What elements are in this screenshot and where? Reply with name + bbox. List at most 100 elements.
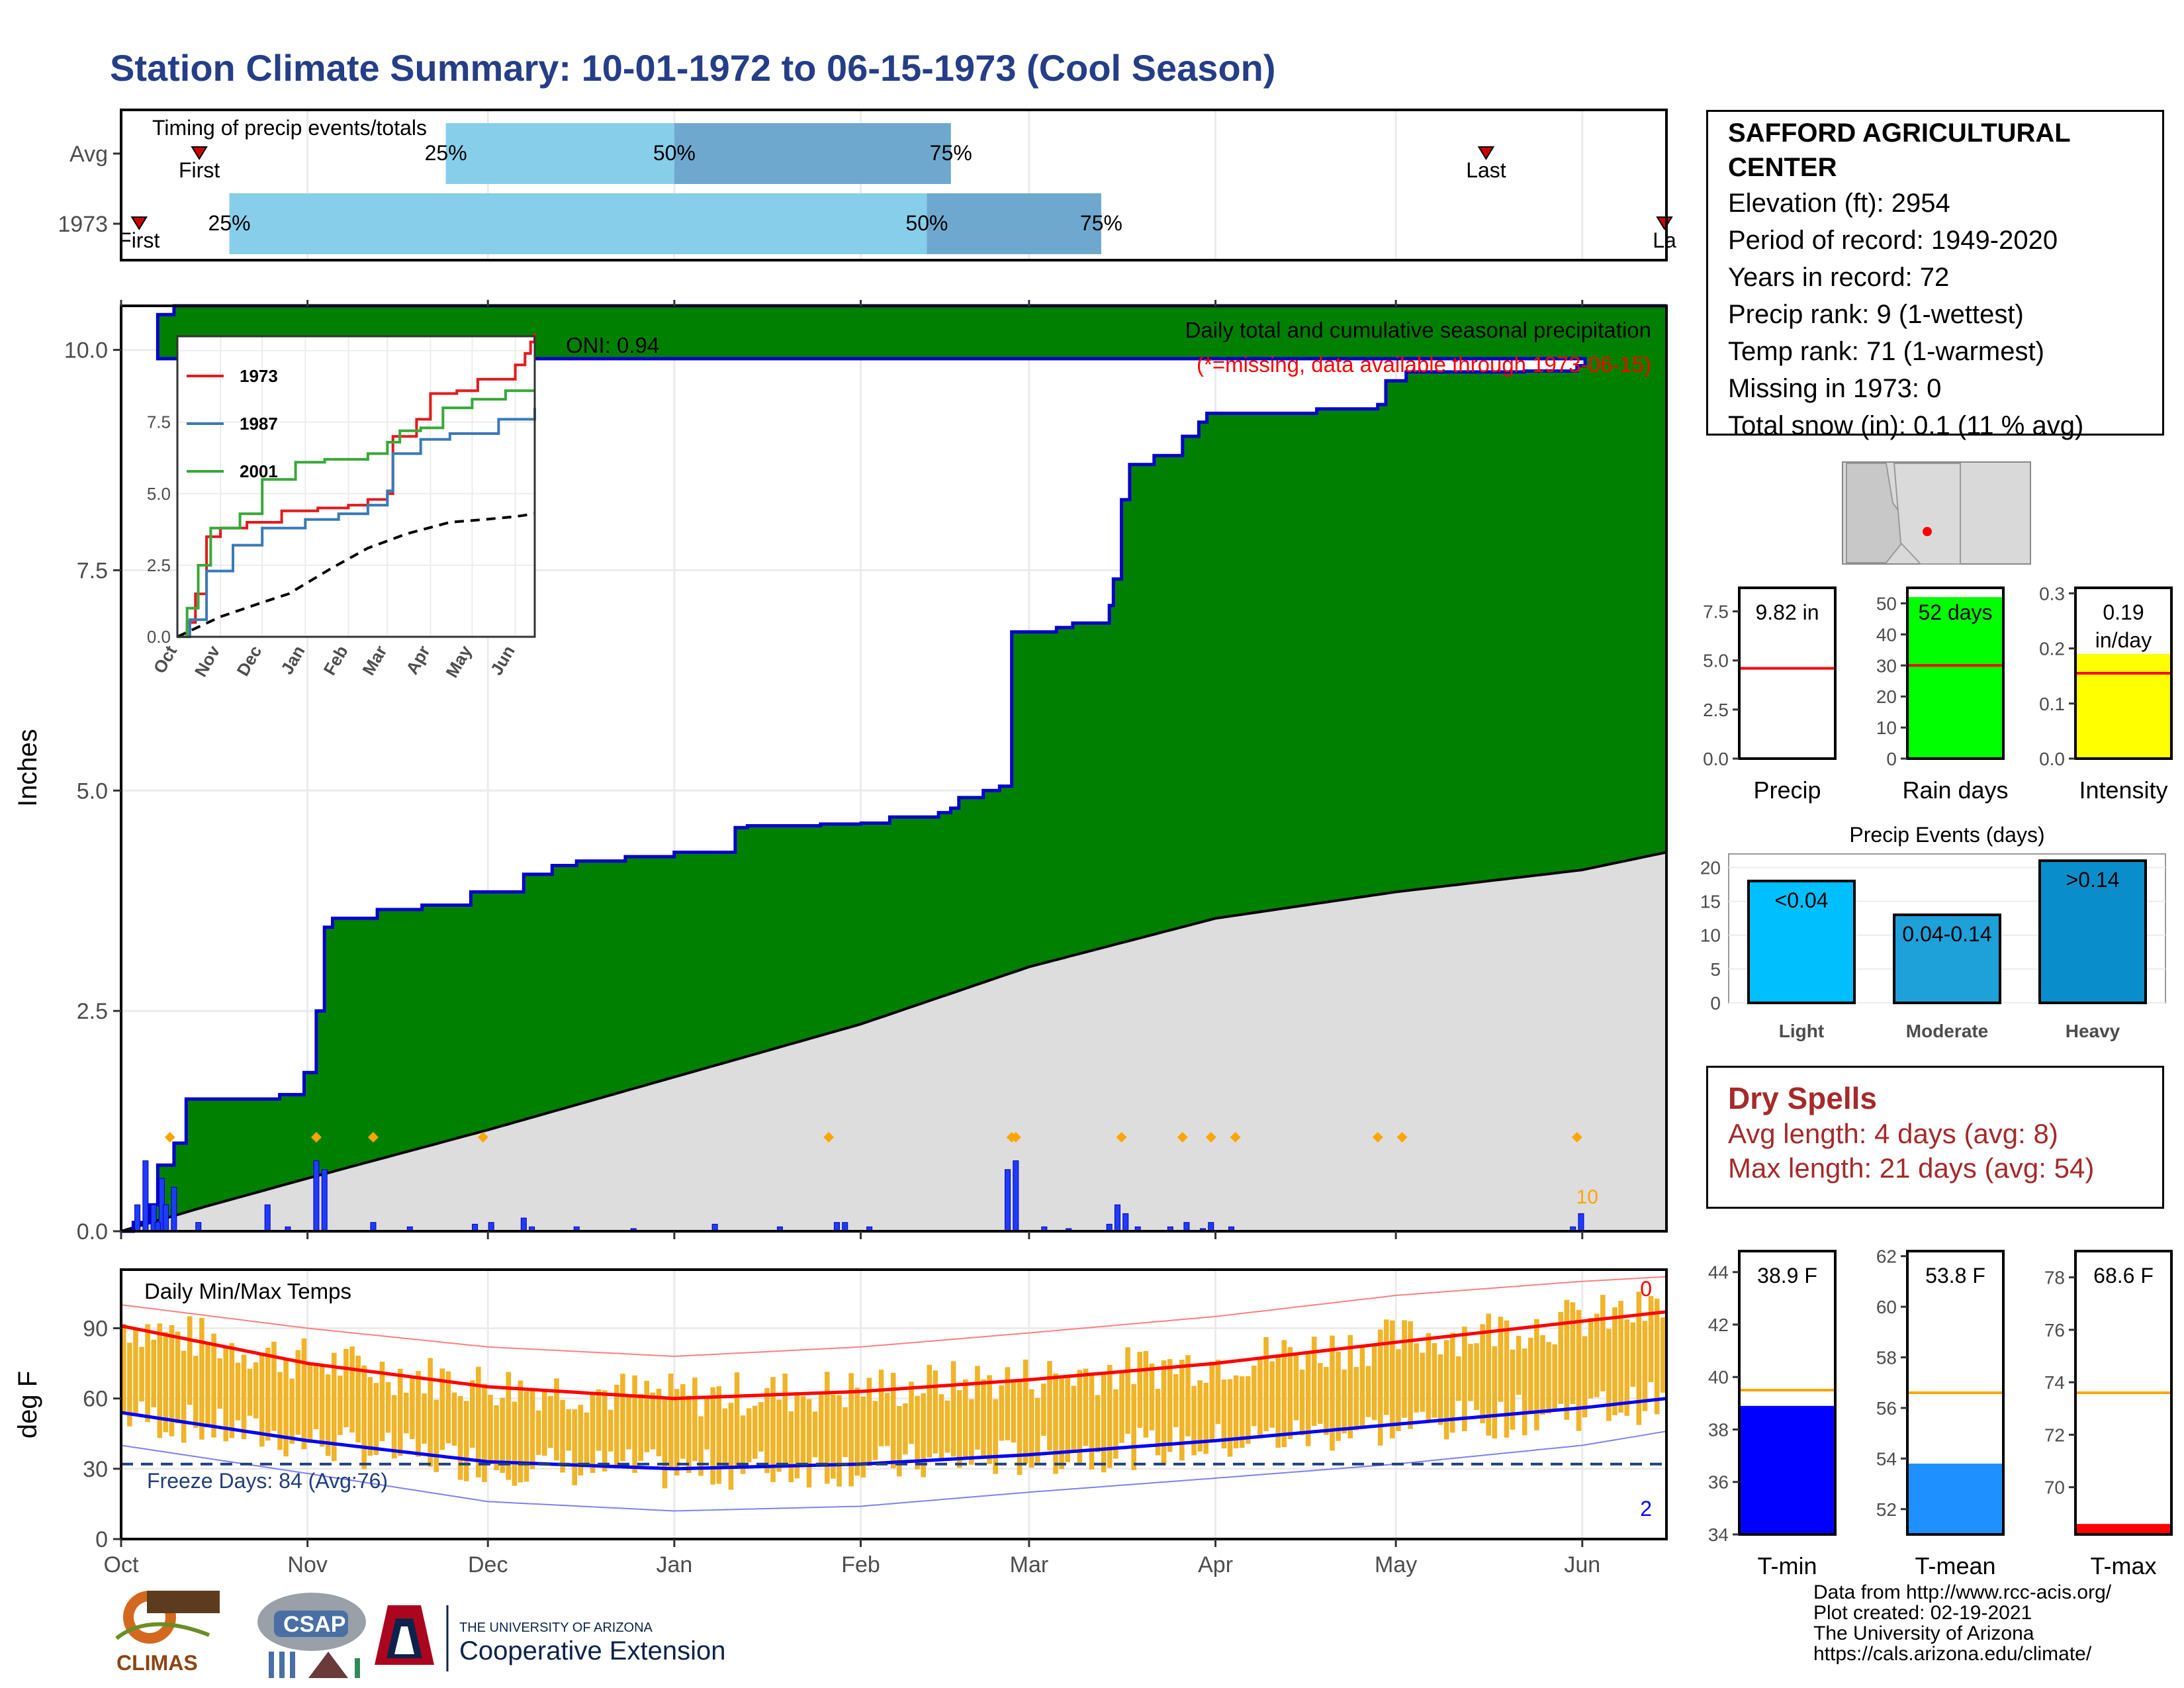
daily-temp-bar: [271, 1341, 277, 1431]
temp-plot-frame: [120, 1268, 1668, 1540]
daily-temp-bar: [650, 1392, 656, 1450]
timing-first-marker: [191, 146, 208, 160]
daily-temp-bar: [548, 1395, 553, 1448]
daily-temp-bar: [1420, 1352, 1426, 1412]
daily-temp-bar: [1041, 1383, 1046, 1436]
daily-temp-bar: [127, 1342, 132, 1427]
tmean-y-tick-label: 58: [1876, 1348, 1897, 1368]
daily-temp-bar: [740, 1415, 746, 1474]
ua-line1: THE UNIVERSITY OF ARIZONA: [459, 1620, 653, 1635]
daily-temp-bar: [1143, 1350, 1149, 1438]
daily-precip-bar: [1005, 1169, 1011, 1232]
timing-last-label: La: [1653, 228, 1676, 252]
inset-frame: [176, 335, 536, 638]
station-years: Years in record: 72: [1728, 263, 1950, 292]
tmax-frame: [2074, 1250, 2173, 1536]
daily-temp-bar: [710, 1387, 715, 1485]
daily-temp-bar: [379, 1362, 385, 1442]
avg-cumulative-area: [121, 852, 1666, 1231]
daily-temp-bar: [181, 1350, 187, 1443]
daily-temp-bar: [764, 1387, 770, 1474]
university-logo: THE UNIVERSITY OF ARIZONA Cooperative Ex…: [375, 1605, 725, 1671]
daily-temp-bar: [451, 1392, 457, 1446]
daily-temp-bar: [223, 1346, 229, 1442]
daily-temp-bar: [1149, 1363, 1155, 1430]
daily-temp-bar: [259, 1352, 265, 1447]
daily-temp-bar: [825, 1372, 830, 1484]
temp-y-tick-label: 0: [95, 1527, 108, 1552]
daily-temp-bar: [506, 1372, 512, 1480]
daily-temp-bar: [410, 1376, 415, 1439]
inset-y-tick-label: 2.5: [147, 555, 171, 575]
daily-temp-bar: [746, 1408, 752, 1463]
daily-temp-bar: [662, 1398, 668, 1489]
daily-precip-bar: [134, 1204, 141, 1232]
ua-line2: Cooperative Extension: [459, 1636, 725, 1665]
daily-precip-bar: [264, 1204, 271, 1232]
timing-p75-label: 75%: [930, 141, 972, 165]
daily-temp-bar: [416, 1371, 421, 1457]
daily-temp-bar: [1035, 1397, 1040, 1463]
daily-temp-bar: [608, 1409, 614, 1452]
daily-temp-bar: [981, 1379, 986, 1459]
daily-temp-bar: [1173, 1374, 1179, 1427]
daily-temp-bar: [1083, 1368, 1089, 1446]
daily-temp-bar: [157, 1323, 163, 1438]
daily-temp-bar: [1203, 1382, 1208, 1454]
daily-temp-bar: [193, 1356, 199, 1429]
daily-precip-bar: [1013, 1160, 1019, 1232]
daily-temp-bar: [1161, 1360, 1167, 1466]
timing-last-marker: [1477, 146, 1495, 160]
intensity-value-label: 0.19: [2103, 600, 2144, 624]
intensity-y-tick-label: 0.0: [2039, 749, 2065, 769]
daily-temp-bar: [1071, 1385, 1077, 1453]
temp-x-tick-label: Oct: [104, 1552, 139, 1577]
daily-temp-bar: [1437, 1354, 1443, 1425]
daily-temp-bar: [1408, 1321, 1413, 1429]
daily-temp-bar: [1209, 1362, 1215, 1442]
temp-x-tick-label: Dec: [468, 1552, 508, 1577]
precip-y-tick-label: 10.0: [64, 338, 108, 363]
daily-temp-bar: [205, 1344, 210, 1426]
tmean-value-label: 53.8 F: [1925, 1264, 1985, 1288]
daily-temp-bar: [578, 1405, 584, 1476]
rain-days-x-label: Rain days: [1902, 776, 2008, 804]
daily-temp-bar: [535, 1410, 541, 1455]
precip-y-axis-label: Inches: [13, 729, 42, 807]
credit-line: Plot created: 02-19-2021: [1813, 1602, 2032, 1624]
daily-temp-bar: [1402, 1320, 1407, 1418]
daily-temp-bar: [962, 1379, 968, 1458]
intensity-frame: [2074, 586, 2173, 760]
daily-temp-bar: [1017, 1381, 1023, 1476]
daily-temp-bar: [554, 1378, 559, 1461]
daily-temp-bar: [457, 1395, 463, 1480]
tmean-x-label: T-mean: [1915, 1552, 1995, 1579]
daily-temp-bar: [1504, 1320, 1510, 1438]
daily-temp-bar: [944, 1400, 950, 1453]
daily-temp-bar: [1371, 1346, 1377, 1421]
timing-last-label: Last: [1466, 158, 1506, 182]
inset-y-tick-label: 5.0: [147, 484, 171, 504]
rain-days-y-tick-label: 20: [1876, 686, 1897, 707]
tmin-bar: [1739, 1405, 1835, 1534]
daily-temp-bar: [145, 1324, 150, 1423]
timing-chart-title: Timing of precip events/totals: [152, 116, 427, 140]
events-y-tick-label: 5: [1710, 959, 1721, 980]
daily-temp-bar: [584, 1412, 590, 1464]
rain-days-y-tick-label: 40: [1876, 624, 1897, 645]
daily-temp-bar: [1005, 1367, 1011, 1440]
daily-temp-bar: [1324, 1366, 1329, 1435]
daily-temp-bar: [596, 1389, 602, 1451]
daily-temp-bar: [1330, 1335, 1335, 1451]
daily-temp-bar: [848, 1373, 854, 1487]
temp-x-tick-label: Jun: [1564, 1552, 1600, 1577]
daily-temp-bar: [1077, 1370, 1083, 1466]
daily-temp-bar: [938, 1394, 944, 1458]
daily-temp-bar: [1648, 1295, 1654, 1383]
snow-marker: [823, 1132, 835, 1143]
precip-total-frame: [1738, 586, 1837, 760]
daily-temp-bar: [1191, 1385, 1197, 1456]
daily-precip-bar: [171, 1186, 177, 1232]
precip-y-tick-label: 2.5: [77, 999, 108, 1024]
avg-cumulative-line: [120, 851, 1667, 1233]
